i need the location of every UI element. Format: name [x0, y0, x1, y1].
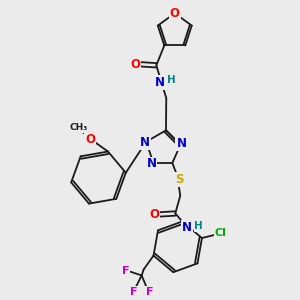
- Text: S: S: [175, 173, 184, 186]
- Text: O: O: [85, 133, 95, 146]
- Text: N: N: [140, 136, 150, 149]
- Text: N: N: [182, 221, 192, 234]
- Text: H: H: [194, 221, 203, 231]
- Text: F: F: [122, 266, 130, 277]
- Text: H: H: [167, 75, 176, 85]
- Text: F: F: [130, 287, 137, 297]
- Text: F: F: [146, 287, 153, 297]
- Text: O: O: [149, 208, 160, 221]
- Text: O: O: [130, 58, 141, 71]
- Text: O: O: [170, 7, 180, 20]
- Text: N: N: [146, 158, 156, 170]
- Text: CH₃: CH₃: [69, 123, 87, 132]
- Text: N: N: [176, 137, 186, 150]
- Text: Cl: Cl: [215, 228, 227, 238]
- Text: N: N: [155, 76, 165, 88]
